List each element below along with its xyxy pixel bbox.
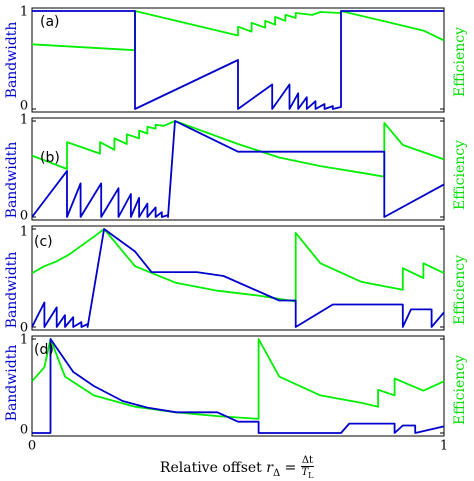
panel-frame-c	[31, 225, 445, 331]
x-axis-label-denominator: TL	[301, 467, 314, 480]
x-axis-label-symbol: r	[266, 460, 273, 476]
ylabel-bandwidth-a: Bandwidth	[4, 21, 20, 99]
panel-label-d: (d)	[34, 342, 54, 358]
x-axis-label-equals: =	[284, 460, 297, 476]
xtick-0: 0	[27, 438, 37, 454]
x-axis-label-subscript: Δ	[272, 467, 281, 479]
x-axis-label-fraction: Δt TL	[300, 455, 315, 481]
ytick-1-a: 1	[19, 4, 29, 20]
ytick-1-d: 1	[19, 332, 29, 348]
panel-label-b: (b)	[40, 150, 60, 166]
bandwidth-line-a	[32, 10, 444, 110]
panel-label-a: (a)	[40, 14, 60, 30]
ytick-1-b: 1	[19, 112, 29, 128]
bandwidth-line-c	[31, 228, 445, 328]
ytick-0-a: 0	[19, 98, 29, 114]
x-axis-label-text: Relative offset	[159, 460, 262, 476]
x-axis-label: Relative offset rΔ = Δt TL	[159, 455, 315, 481]
ytick-0-c: 0	[19, 320, 29, 336]
x-axis-label-numerator: Δt	[300, 455, 315, 467]
ylabel-efficiency-b: Efficiency	[452, 139, 468, 211]
ytick-1-c: 1	[19, 224, 29, 240]
ylabel-bandwidth-d: Bandwidth	[4, 344, 20, 422]
ytick-0-d: 0	[19, 422, 29, 438]
panel-frame-b	[31, 117, 445, 221]
ylabel-efficiency-c: Efficiency	[452, 254, 468, 326]
efficiency-line-d	[31, 338, 445, 420]
efficiency-line-b	[31, 120, 445, 178]
ylabel-bandwidth-b: Bandwidth	[4, 141, 20, 219]
bandwidth-line-b	[31, 120, 445, 218]
ylabel-efficiency-d: Efficiency	[452, 354, 468, 426]
xtick-1: 1	[439, 438, 449, 454]
panel-frame-d	[31, 335, 445, 437]
panel-label-c: (c)	[34, 234, 53, 250]
efficiency-line-c	[31, 228, 445, 303]
ytick-0-b: 0	[19, 208, 29, 224]
ylabel-efficiency-a: Efficiency	[452, 26, 468, 98]
bandwidth-line-d	[32, 338, 445, 434]
ylabel-bandwidth-c: Bandwidth	[4, 251, 20, 329]
